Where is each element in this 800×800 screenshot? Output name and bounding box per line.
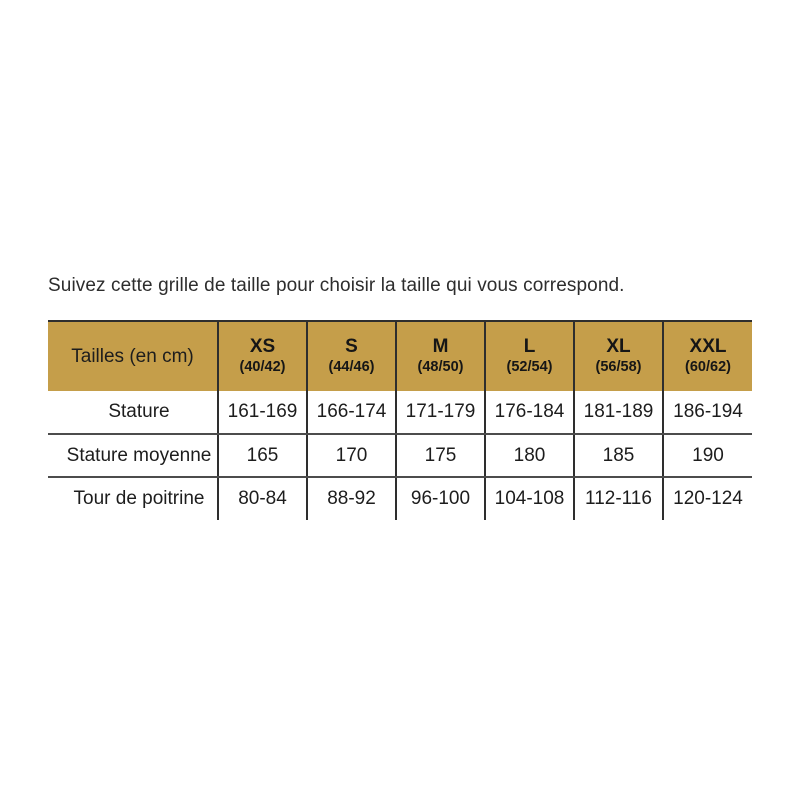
- size-value-cell: 181-189: [573, 391, 663, 435]
- size-range-label: (40/42): [239, 359, 286, 376]
- size-value-cell: 185: [573, 434, 663, 478]
- size-value-cell: 112-116: [573, 477, 663, 520]
- column-header-s: S (44/46): [306, 321, 396, 391]
- size-range-label: (56/58): [595, 359, 642, 376]
- size-value-cell: 165: [217, 434, 307, 478]
- row-label: Stature moyenne: [48, 434, 218, 478]
- table-row-stature: Stature 161-169 166-174 171-179 176-184 …: [48, 391, 752, 435]
- size-label: M: [432, 335, 449, 357]
- size-value-cell: 190: [662, 434, 752, 478]
- size-label: XS: [249, 335, 276, 357]
- column-header-m: M (48/50): [395, 321, 485, 391]
- size-chart-header: Tailles (en cm) XS (40/42) S (44/46) M (…: [48, 321, 752, 391]
- table-row-stature-moyenne: Stature moyenne 165 170 175 180 185 190: [48, 434, 752, 478]
- corner-header-cell: Tailles (en cm): [48, 321, 218, 391]
- size-label: XL: [606, 335, 631, 357]
- column-header-xxl: XXL (60/62): [662, 321, 752, 391]
- size-chart-table: Tailles (en cm) XS (40/42) S (44/46) M (…: [48, 320, 752, 520]
- size-value-cell: 175: [395, 434, 485, 478]
- size-value-cell: 170: [306, 434, 396, 478]
- size-label: XXL: [689, 335, 727, 357]
- size-value-cell: 171-179: [395, 391, 485, 435]
- size-value-cell: 166-174: [306, 391, 396, 435]
- size-label: L: [523, 335, 536, 357]
- size-range-label: (52/54): [506, 359, 553, 376]
- size-value-cell: 104-108: [484, 477, 574, 520]
- row-label: Tour de poitrine: [48, 477, 218, 520]
- size-value-cell: 186-194: [662, 391, 752, 435]
- size-chart-body: Stature 161-169 166-174 171-179 176-184 …: [48, 391, 752, 520]
- size-guide-intro-text: Suivez cette grille de taille pour chois…: [48, 275, 625, 296]
- size-value-cell: 176-184: [484, 391, 574, 435]
- size-range-label: (44/46): [328, 359, 375, 376]
- column-header-l: L (52/54): [484, 321, 574, 391]
- size-range-label: (48/50): [417, 359, 464, 376]
- column-header-xs: XS (40/42): [217, 321, 307, 391]
- size-value-cell: 88-92: [306, 477, 396, 520]
- size-value-cell: 180: [484, 434, 574, 478]
- size-value-cell: 96-100: [395, 477, 485, 520]
- size-range-label: (60/62): [685, 359, 731, 376]
- size-label: S: [345, 335, 358, 357]
- column-header-xl: XL (56/58): [573, 321, 663, 391]
- size-value-cell: 161-169: [217, 391, 307, 435]
- table-row-tour-de-poitrine: Tour de poitrine 80-84 88-92 96-100 104-…: [48, 477, 752, 520]
- row-label: Stature: [48, 391, 218, 435]
- size-value-cell: 120-124: [662, 477, 752, 520]
- size-value-cell: 80-84: [217, 477, 307, 520]
